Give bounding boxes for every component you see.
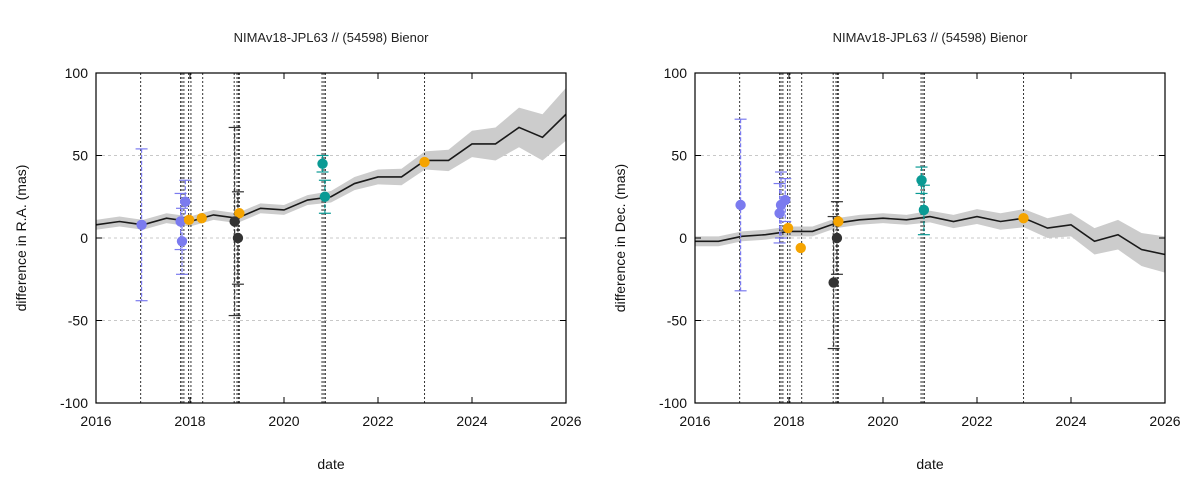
uncertainty-band xyxy=(96,87,566,230)
x-axis-label: date xyxy=(916,456,943,472)
data-point xyxy=(918,204,930,216)
y-tick-label: 50 xyxy=(72,148,88,164)
x-axis-label: date xyxy=(317,456,344,472)
x-tick-label: 2020 xyxy=(268,413,299,429)
data-point xyxy=(229,216,240,227)
y-tick-label: 0 xyxy=(80,230,88,246)
x-tick-label: 2026 xyxy=(1149,413,1180,429)
data-point xyxy=(828,277,839,288)
x-tick-label: 2026 xyxy=(550,413,581,429)
y-axis-label: difference in Dec. (mas) xyxy=(612,164,628,312)
x-tick-label: 2022 xyxy=(961,413,992,429)
data-point xyxy=(232,232,244,244)
data-point xyxy=(831,232,843,244)
data-point xyxy=(317,158,328,169)
x-tick-label: 2024 xyxy=(1055,413,1086,429)
chart-title: NIMAv18-JPL63 // (54598) Bienor xyxy=(234,30,430,45)
x-tick-label: 2016 xyxy=(679,413,710,429)
ephemeris-curve xyxy=(95,113,567,226)
y-tick-label: 0 xyxy=(679,230,687,246)
chart-panel-2: 2016 2018 2020 2022 2024 2026 100 50 0 -50 -100 NIM… xyxy=(612,30,1181,472)
chart-title: NIMAv18-JPL63 // (54598) Bienor xyxy=(833,30,1029,45)
x-tick-label: 2018 xyxy=(174,413,205,429)
y-tick-label: 100 xyxy=(664,65,688,81)
data-point xyxy=(234,208,245,219)
data-point xyxy=(136,219,147,230)
data-point xyxy=(782,222,794,234)
y-tick-label: -50 xyxy=(667,313,687,329)
data-point xyxy=(1018,213,1029,224)
y-tick-label: 50 xyxy=(671,148,687,164)
y-tick-label: -50 xyxy=(68,313,88,329)
data-point xyxy=(196,213,207,224)
data-point xyxy=(180,196,191,207)
x-tick-label: 2018 xyxy=(773,413,804,429)
y-axis-label: difference in R.A. (mas) xyxy=(13,165,29,312)
x-tick-label: 2024 xyxy=(456,413,487,429)
y-tick-label: -100 xyxy=(60,395,88,411)
x-tick-label: 2020 xyxy=(867,413,898,429)
data-point xyxy=(774,208,785,219)
data-point xyxy=(833,216,844,227)
data-point xyxy=(419,156,430,168)
data-point xyxy=(176,236,188,247)
y-tick-label: 100 xyxy=(65,65,89,81)
y-tick-label: -100 xyxy=(659,395,687,411)
data-point xyxy=(780,194,791,206)
x-tick-label: 2016 xyxy=(80,413,111,429)
data-point xyxy=(175,216,186,227)
data-point xyxy=(735,199,746,211)
x-tick-label: 2022 xyxy=(362,413,393,429)
uncertainty-band xyxy=(695,209,1165,273)
ephemeris-curve xyxy=(695,215,1166,256)
data-point xyxy=(319,191,331,202)
data-point xyxy=(183,214,195,226)
data-point xyxy=(916,175,927,186)
data-point xyxy=(795,242,806,254)
chart-panel-1: 2016 2018 2020 2022 2024 2026 100 50 0 -50 -100 NIM… xyxy=(13,30,582,472)
